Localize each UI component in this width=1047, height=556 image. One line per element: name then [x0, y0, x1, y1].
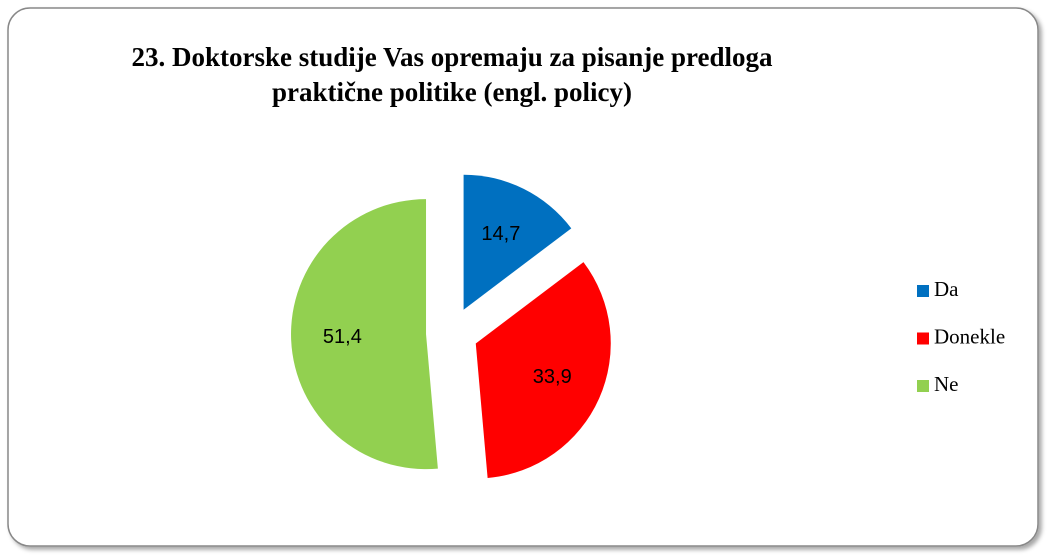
legend-swatch — [917, 380, 929, 392]
pie-slice — [291, 199, 438, 470]
pie-slice — [463, 174, 572, 310]
legend-swatch — [917, 332, 929, 345]
legend-label: Da — [934, 277, 959, 301]
data-label: 14,7 — [481, 223, 520, 245]
chart-frame — [7, 7, 1039, 547]
legend-label: Donekle — [934, 324, 1005, 348]
chart-title: 23. Doktorske studije Vas opremaju za pi… — [131, 42, 773, 72]
data-label: 33,9 — [533, 366, 572, 388]
data-label: 51,4 — [323, 326, 362, 348]
chart-subtitle: praktične politike (engl. policy) — [272, 77, 632, 107]
legend-label: Ne — [934, 372, 959, 396]
pie-slice — [475, 262, 611, 479]
legend-swatch — [917, 285, 929, 297]
